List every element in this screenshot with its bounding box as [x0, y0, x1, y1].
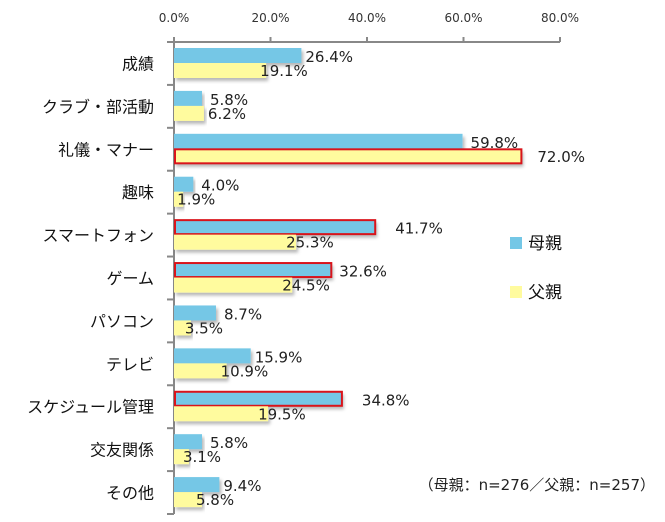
bar-father — [174, 105, 204, 121]
category-label: スケジュール管理 — [27, 398, 154, 417]
bar-mother — [174, 262, 332, 278]
bar-father — [174, 63, 267, 78]
bar-father — [174, 320, 191, 336]
category-label: ゲーム — [106, 269, 154, 288]
value-axis-tick-label: 60.0% — [444, 11, 482, 25]
category-label: テレビ — [106, 355, 154, 374]
bar-father — [174, 449, 189, 465]
category-label: 交友関係 — [90, 441, 154, 460]
legend-swatch-father — [510, 286, 522, 298]
value-label-father: 3.1% — [183, 448, 221, 466]
bar-mother — [174, 305, 216, 321]
value-label-father: 25.3% — [286, 234, 334, 252]
value-label-father: 19.5% — [258, 405, 306, 423]
value-axis-tick-label: 80.0% — [541, 11, 579, 25]
value-label-father: 3.5% — [185, 319, 223, 337]
bar-father — [174, 363, 227, 379]
category-label: 成績 — [122, 54, 154, 73]
value-label-mother: 4.0% — [201, 177, 239, 195]
bar-layer — [174, 48, 523, 508]
value-axis-tick-label: 20.0% — [251, 11, 289, 25]
bar-mother — [174, 391, 342, 407]
category-label: パソコン — [90, 312, 154, 331]
bar-mother — [174, 90, 202, 106]
bar-mother — [174, 477, 220, 493]
bar-father — [174, 191, 184, 207]
value-label-mother: 26.4% — [305, 48, 353, 66]
legend-label-mother: 母親 — [528, 234, 562, 254]
bar-mother — [174, 133, 463, 149]
category-label: 趣味 — [122, 183, 154, 202]
value-label-father: 10.9% — [221, 362, 269, 380]
category-label: スマートフォン — [42, 226, 154, 245]
bar-mother — [174, 434, 202, 450]
value-label-mother: 34.8% — [362, 391, 410, 409]
category-label: 礼儀・マナー — [58, 140, 154, 159]
category-label: クラブ・部活動 — [42, 97, 154, 116]
value-label-father: 72.0% — [537, 148, 585, 166]
value-label-mother: 15.9% — [255, 348, 303, 366]
value-label-father: 1.9% — [177, 191, 215, 209]
value-label-mother: 41.7% — [395, 220, 443, 238]
bar-mother — [174, 219, 376, 235]
value-label-mother: 59.8% — [471, 134, 519, 152]
bar-father — [174, 234, 297, 250]
bar-father — [174, 277, 293, 293]
highlight-box — [174, 148, 523, 165]
highlight-box — [174, 390, 343, 407]
bar-father — [174, 406, 269, 422]
sample-size-note: （母親：n=276／父親：n=257） — [419, 476, 655, 494]
category-label: その他 — [106, 484, 154, 503]
bar-mother — [174, 48, 302, 63]
bar-father — [174, 492, 202, 508]
value-label-mother: 32.6% — [339, 263, 387, 281]
value-label-father: 24.5% — [282, 277, 330, 295]
value-axis-tick-label: 40.0% — [348, 11, 386, 25]
value-label-mother: 5.8% — [210, 91, 248, 109]
bar-mother — [174, 176, 194, 192]
value-label-mother: 5.8% — [210, 434, 248, 452]
highlight-box — [174, 262, 333, 279]
bar-father — [174, 148, 522, 164]
value-axis-tick-label: 0.0% — [159, 11, 190, 25]
highlight-box — [174, 219, 377, 236]
bar-mother — [174, 348, 251, 364]
legend: 母親 父親 — [510, 234, 562, 303]
value-label-father: 19.1% — [260, 62, 308, 80]
legend-swatch-mother — [510, 237, 522, 249]
value-label-mother: 9.4% — [223, 477, 261, 495]
legend-label-father: 父親 — [528, 283, 562, 303]
value-label-father: 5.8% — [196, 491, 234, 509]
value-label-mother: 8.7% — [224, 305, 262, 323]
value-label-father: 6.2% — [208, 105, 246, 123]
label-layer: 成績クラブ・部活動礼儀・マナー趣味スマートフォンゲームパソコンテレビスケジュール… — [27, 48, 585, 509]
